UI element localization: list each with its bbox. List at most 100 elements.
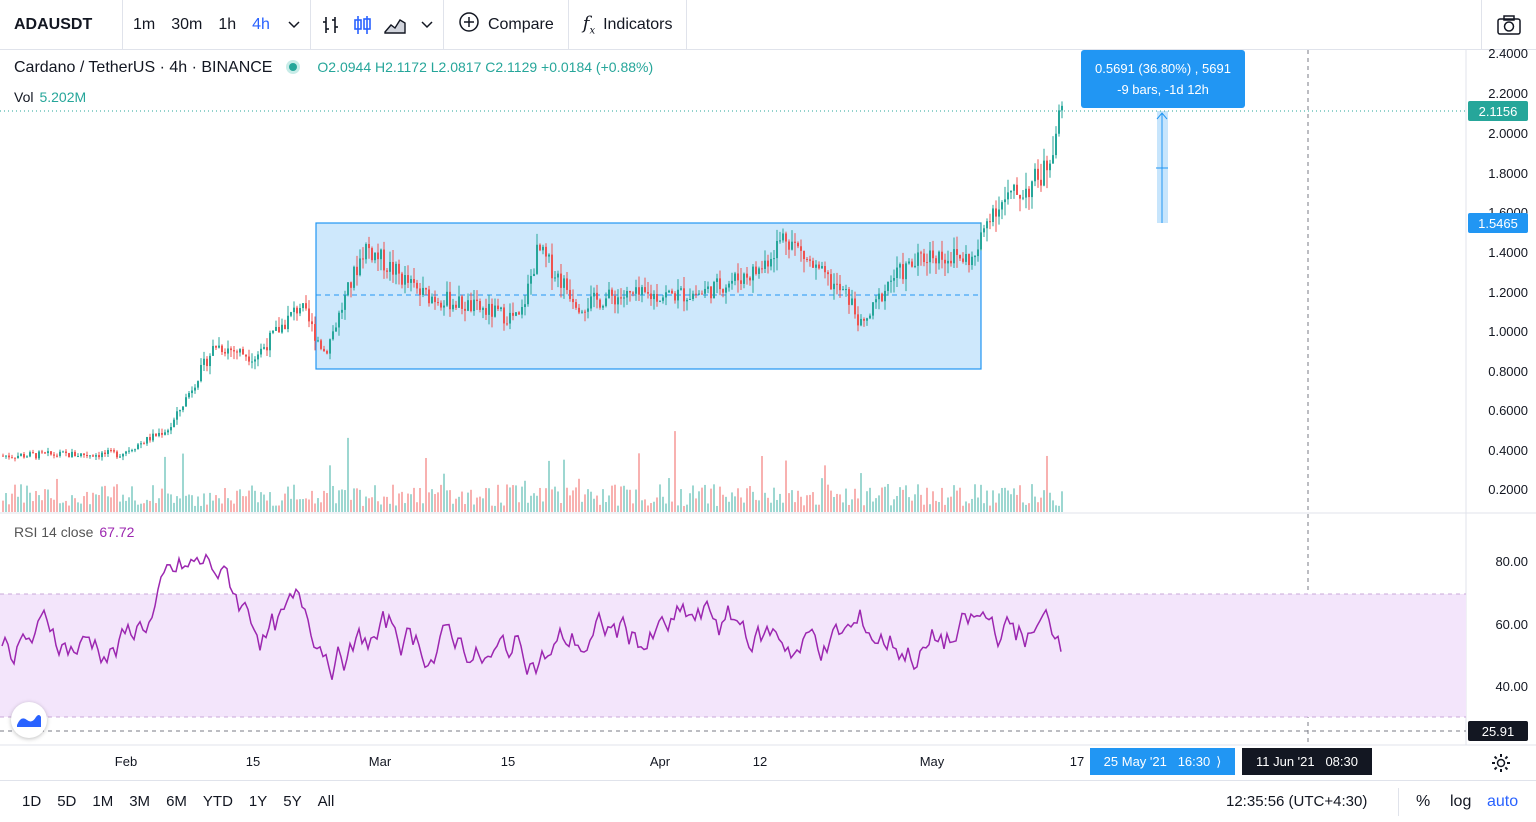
volume-bar [740, 497, 742, 512]
range-5y-button[interactable]: 5Y [283, 793, 302, 810]
volume-bar [800, 496, 802, 512]
camera-icon[interactable] [1481, 0, 1536, 50]
candle-body [977, 249, 979, 257]
candle-body [242, 349, 244, 355]
volume-bar [11, 493, 13, 512]
candle-body [983, 228, 985, 233]
candle-body [503, 307, 505, 324]
volume-bar [905, 485, 907, 512]
volume-bar [299, 499, 301, 512]
range-1y-button[interactable]: 1Y [248, 793, 268, 810]
range-5d-button[interactable]: 5D [57, 793, 77, 810]
volume-bar [746, 488, 748, 512]
volume-bar [440, 484, 442, 512]
tradingview-logo-icon[interactable] [11, 702, 47, 738]
candle-body [1037, 168, 1039, 180]
candle-body [806, 258, 808, 260]
volume-bar [422, 503, 424, 512]
candle-body [302, 303, 304, 309]
volume-bar [797, 490, 799, 512]
volume-bar [128, 497, 130, 512]
candle-body [980, 232, 982, 250]
interval-4h-button[interactable]: 4h [252, 15, 270, 33]
candle-body [1046, 160, 1048, 171]
chevron-down-icon[interactable] [411, 0, 443, 50]
compare-button[interactable]: Compare [444, 0, 568, 50]
volume-bar [437, 492, 439, 512]
volume-bar [980, 484, 982, 512]
chevron-down-icon[interactable] [278, 0, 310, 50]
clock[interactable]: 12:35:56 (UTC+4:30) [1226, 793, 1368, 810]
candle-body [347, 282, 349, 296]
volume-bar [323, 490, 325, 512]
volume-bar [659, 484, 661, 512]
volume-bar [245, 496, 247, 512]
rsi-label[interactable]: RSI 14 close [14, 524, 94, 540]
volume-bar [356, 488, 358, 512]
candle-body [875, 299, 877, 303]
symbol-search-button[interactable]: ADAUSDT [14, 15, 93, 33]
range-all-button[interactable]: All [317, 793, 335, 810]
candle-body [461, 296, 463, 309]
volume-bar [269, 492, 271, 512]
candle-body [548, 254, 550, 257]
volume-bar [704, 484, 706, 512]
candle-body [761, 268, 763, 270]
range-1d-button[interactable]: 1D [22, 793, 42, 810]
volume-bar [830, 490, 832, 512]
range-ytd-button[interactable]: YTD [202, 793, 233, 810]
volume-bar [779, 493, 781, 512]
price-tick: 2.4000 [1488, 46, 1528, 61]
candle-body [680, 288, 682, 290]
candle-body [455, 304, 457, 308]
volume-bar [248, 490, 250, 512]
volume-bar [458, 496, 460, 512]
volume-bar [869, 487, 871, 512]
rsi-band [0, 594, 1466, 717]
indicators-button[interactable]: fx Indicators [569, 0, 687, 50]
volume-bar [653, 501, 655, 512]
interval-30m-button[interactable]: 30m [171, 15, 203, 33]
volume-bar [887, 484, 889, 512]
symbol-title[interactable]: Cardano / TetherUS · 4h · BINANCE [14, 59, 273, 76]
candlestick-icon[interactable] [347, 0, 379, 50]
percent-scale-button[interactable]: % [1416, 792, 1431, 810]
candle-body [821, 266, 823, 269]
interval-1m-button[interactable]: 1m [133, 15, 156, 33]
interval-1h-button[interactable]: 1h [218, 15, 237, 33]
candle-body [431, 296, 433, 304]
volume-bar [530, 495, 532, 512]
candle-body [857, 314, 859, 326]
candle-body [737, 273, 739, 281]
volume-bar [308, 499, 310, 512]
volume-bar [176, 496, 178, 512]
volume-bar [2, 500, 4, 512]
volume-bar [623, 485, 625, 512]
area-chart-icon[interactable] [379, 0, 411, 50]
bar-chart-icon[interactable] [315, 0, 347, 50]
volume-label[interactable]: Vol [14, 89, 34, 105]
volume-bar [497, 484, 499, 512]
volume-bar [563, 459, 565, 512]
range-6m-button[interactable]: 6M [166, 793, 187, 810]
volume-bar [35, 491, 37, 512]
volume-value: 5.202M [39, 89, 87, 105]
candle-body [137, 444, 139, 450]
measure-start-time-tag: 25 May '21 16:30 ⟩ [1090, 748, 1235, 775]
volume-bar [686, 504, 688, 512]
volume-bar [1004, 487, 1006, 512]
gear-icon[interactable] [1488, 750, 1514, 776]
range-1m-button[interactable]: 1M [92, 793, 114, 810]
auto-scale-button[interactable]: auto [1487, 792, 1519, 810]
candle-body [578, 307, 580, 313]
candle-body [296, 307, 298, 314]
log-scale-button[interactable]: log [1450, 792, 1472, 810]
candle-body [632, 292, 634, 294]
candle-body [614, 295, 616, 305]
volume-bar [404, 503, 406, 512]
candle-body [44, 452, 46, 454]
range-3m-button[interactable]: 3M [129, 793, 151, 810]
candle-body [1028, 188, 1030, 198]
candle-body [200, 364, 202, 382]
